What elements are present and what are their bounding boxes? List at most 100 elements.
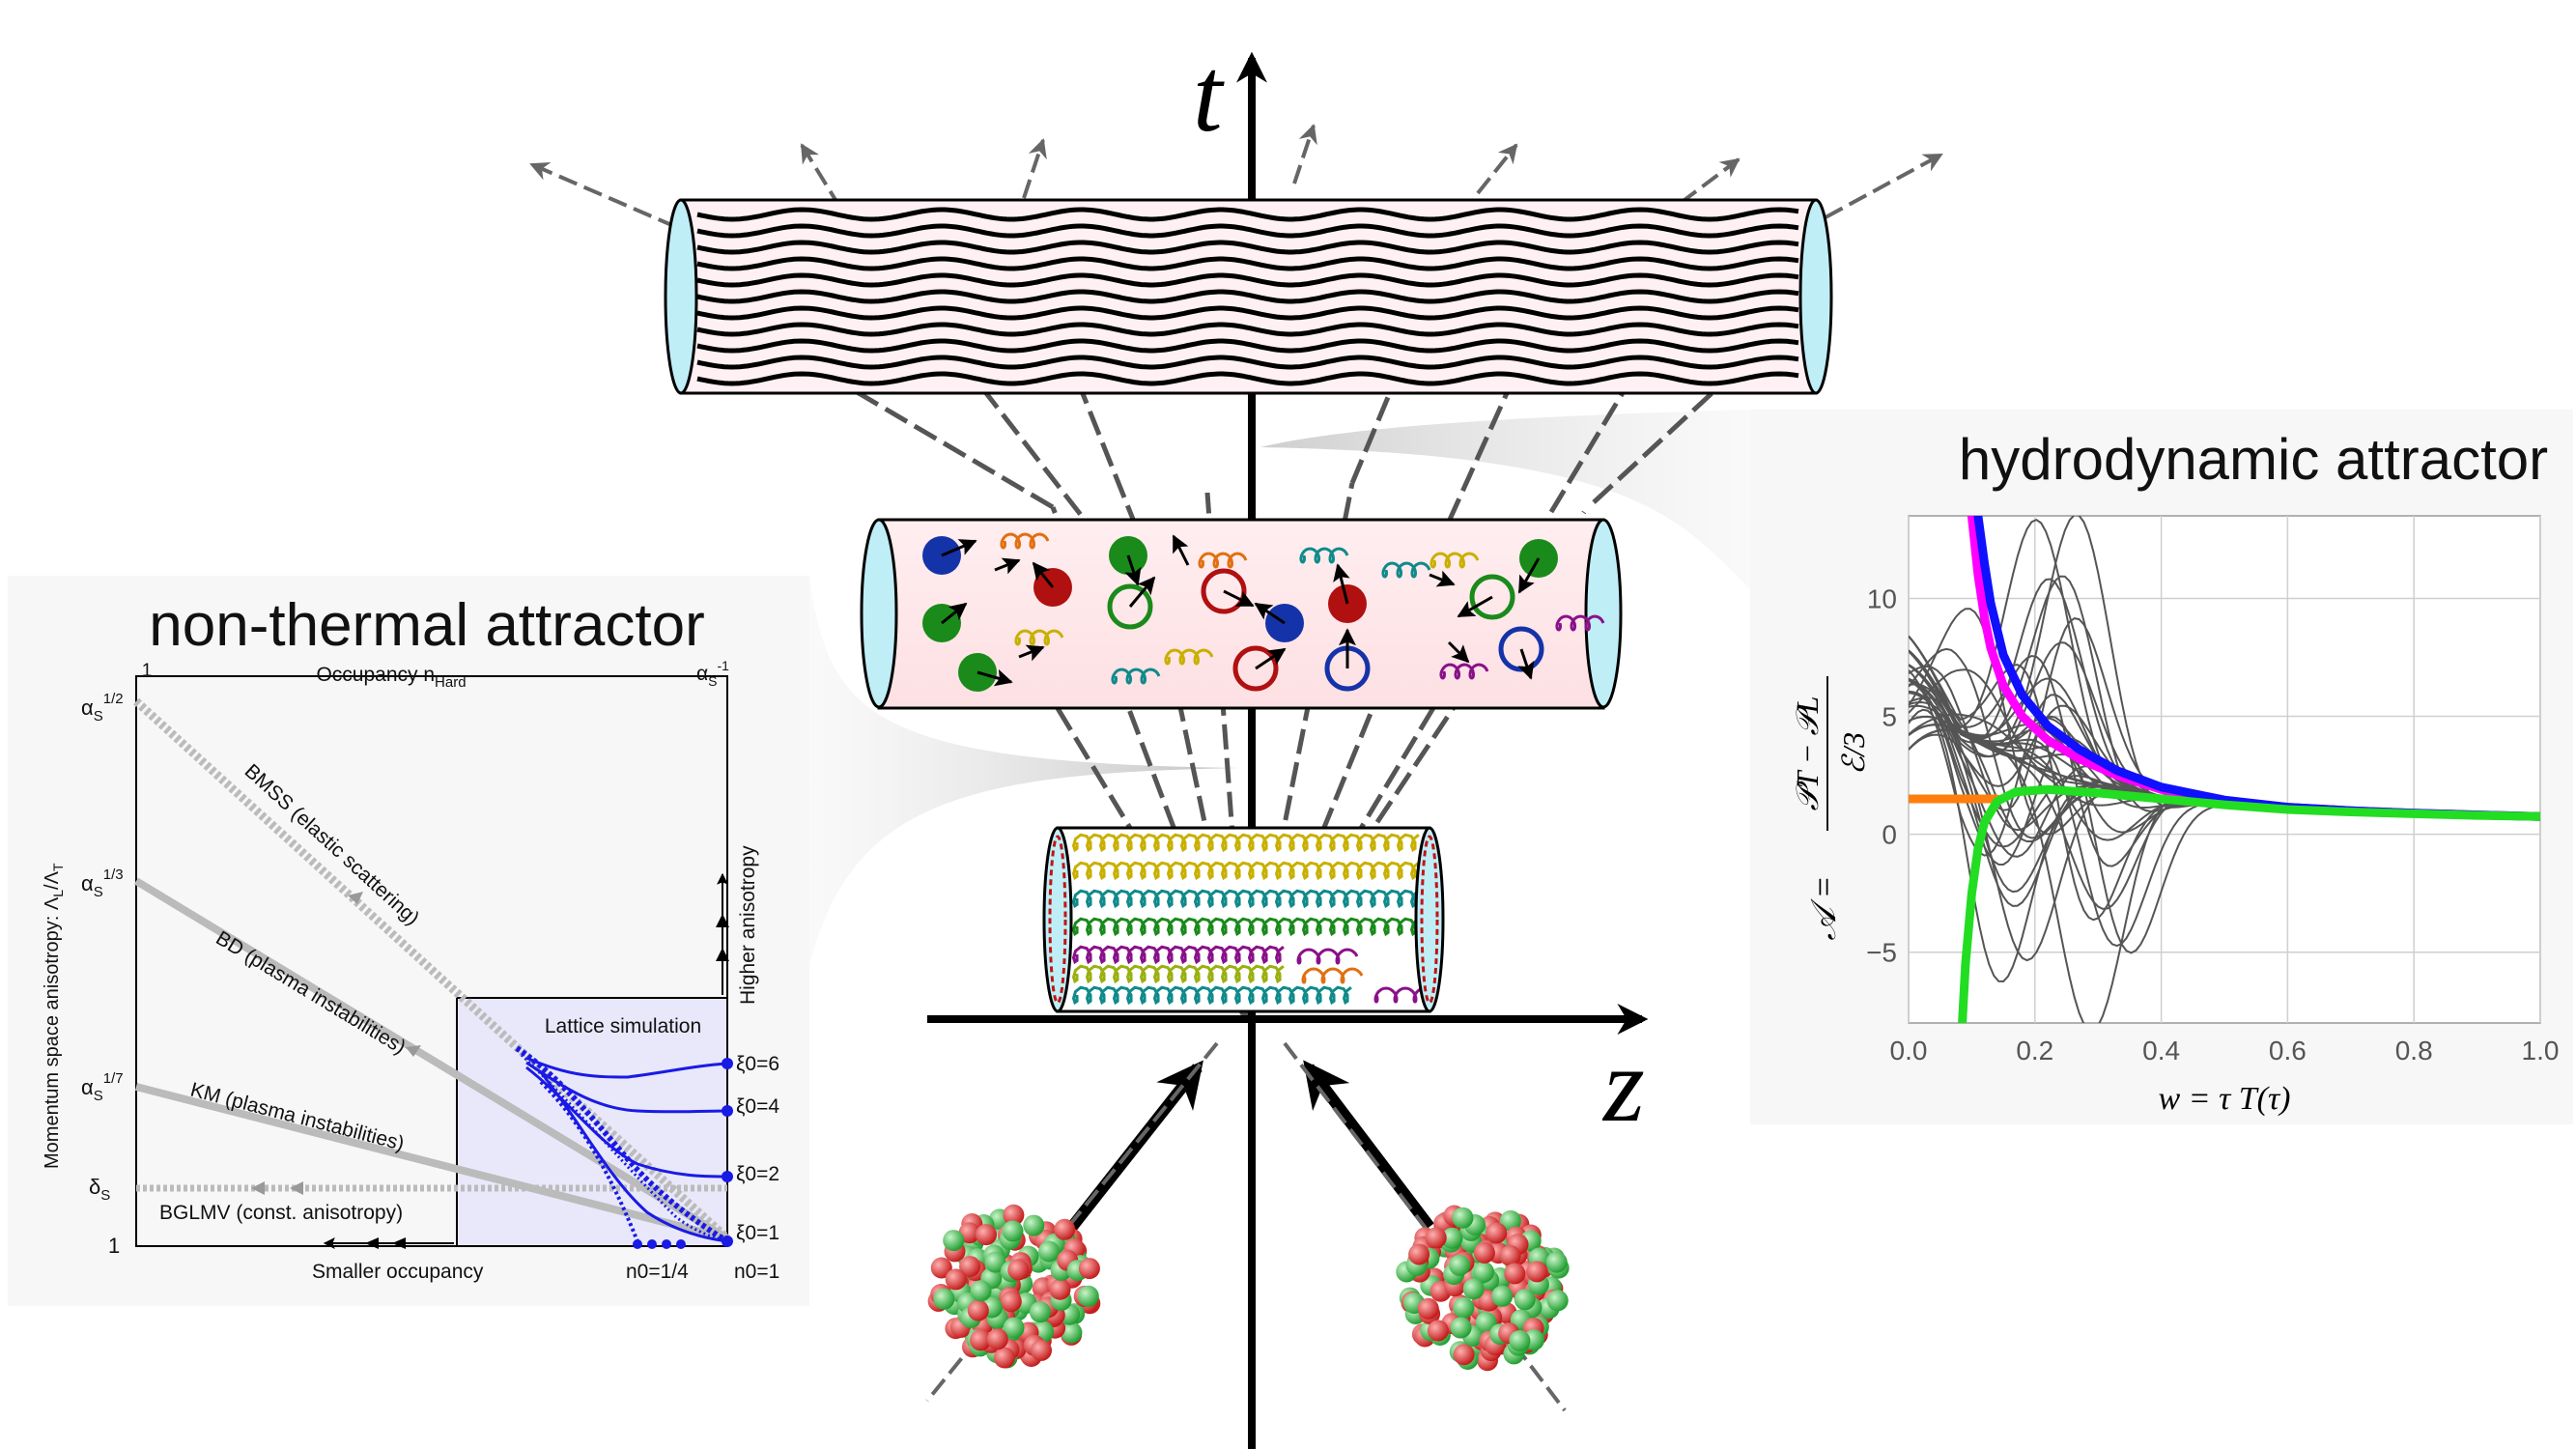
fluid-wave: [696, 305, 1799, 321]
hydro-series: [1909, 516, 2540, 1023]
nucleon: [976, 1224, 997, 1246]
antiquark-particle: [1107, 583, 1153, 630]
nucleon: [1441, 1227, 1463, 1249]
fluid-wave: [696, 207, 1799, 222]
gluon-coil: [1430, 552, 1480, 569]
bmss-line: [132, 697, 731, 1242]
nucleon: [984, 1251, 1006, 1273]
hydro-y-numerator: 𝒫T − 𝒫L: [1790, 696, 1825, 811]
nucleon: [959, 1256, 981, 1278]
hydro-grid: [1908, 516, 2541, 1023]
nucleon: [1023, 1214, 1045, 1236]
gluon-coil: [1111, 668, 1161, 685]
km-line: [135, 1083, 728, 1242]
y-tick-alpha-third: αS1/3: [81, 867, 124, 900]
y-tick-label: 0: [1882, 820, 1897, 850]
x-tick-label: 0.8: [2395, 1036, 2433, 1065]
hydro-y-denominator: ℰ/3: [1836, 732, 1871, 775]
outgoing-arrows: [529, 124, 1943, 229]
glasma-tube: [1042, 826, 1445, 1013]
xi-6-label: ξ0=6: [736, 1053, 779, 1075]
nucleon: [943, 1230, 965, 1252]
momentum-arrow: [994, 557, 1021, 575]
fluid-wave: [696, 355, 1799, 370]
smaller-occupancy-label: Smaller occupancy: [312, 1261, 484, 1283]
hydro-ticks: 0.0 0.2 0.4 0.6 0.8 1.0 −5 0 5 10: [1866, 583, 2559, 1065]
lattice-label: Lattice simulation: [545, 1015, 701, 1037]
lattice-curves: [515, 1045, 729, 1244]
nucleon: [1417, 1297, 1439, 1320]
top-right-tick: αS-1: [696, 658, 729, 689]
y-tick-alpha-seventh: αS1/7: [81, 1070, 124, 1104]
nucleon: [958, 1222, 980, 1244]
incoming-arrow-right: [1303, 1060, 1434, 1231]
hydro-plot-frame: [1908, 515, 2541, 1024]
momentum-arrow: [1517, 557, 1541, 594]
fluid-wave: [696, 240, 1799, 255]
nucleon: [1504, 1263, 1526, 1285]
antiquark-particle: [1232, 645, 1279, 692]
hydro-y-label: 𝒜 = 𝒫T − 𝒫L ℰ/3: [1790, 676, 1871, 941]
y-tick-label: −5: [1866, 938, 1897, 968]
nucleon: [1545, 1251, 1568, 1273]
gluon-coil: [1071, 917, 1420, 937]
plasma-particles: [922, 532, 1605, 692]
momentum-arrow: [1333, 563, 1350, 605]
x-tick-label: 0.6: [2269, 1036, 2307, 1065]
n0-quarter-label: n0=1/4: [626, 1261, 689, 1283]
nucleon: [1491, 1285, 1514, 1307]
fluid-wave: [696, 272, 1799, 288]
y-tick-label: 10: [1867, 583, 1897, 613]
y-tick-label: 5: [1882, 702, 1897, 732]
gluon-coil: [1071, 985, 1352, 1006]
nucleon: [1462, 1278, 1485, 1300]
gluon-coil: [1071, 861, 1420, 881]
nucleon: [967, 1299, 989, 1321]
nucleon: [933, 1288, 955, 1310]
nucleon: [1000, 1291, 1022, 1313]
cone-left: [809, 580, 1239, 966]
xi-2-label: ξ0=2: [736, 1163, 779, 1185]
nucleon: [1499, 1209, 1521, 1232]
gluon-coil: [1299, 547, 1349, 564]
fluid-wave: [696, 371, 1799, 386]
x-tick-label: 0.4: [2142, 1036, 2180, 1065]
momentum-arrow: [1172, 534, 1190, 566]
n0-one-label: n0=1: [734, 1261, 779, 1283]
left-y-ticks: αS1/2 αS1/3 αS1/7 δS 1: [81, 691, 124, 1258]
right-panel-title: hydrodynamic attractor: [1959, 427, 2548, 492]
lattice-endpoints: [633, 1058, 733, 1249]
momentum-arrow: [941, 602, 968, 625]
nucleon: [970, 1329, 992, 1351]
momentum-arrow: [1254, 602, 1286, 625]
nucleon: [1054, 1218, 1076, 1240]
hydro-x-label: w = τ T(τ): [2158, 1081, 2290, 1117]
left-panel-title: non-thermal attractor: [149, 592, 704, 659]
nucleon: [1425, 1227, 1447, 1249]
gluon-coil: [1198, 552, 1248, 569]
top-left-tick: 1: [142, 661, 153, 681]
gluon-coil: [1014, 629, 1064, 646]
fluid-wave: [696, 256, 1799, 271]
nucleon: [1003, 1204, 1025, 1226]
gluon-coil: [1373, 986, 1436, 1004]
nucleon: [930, 1257, 952, 1279]
nucleon: [1546, 1290, 1569, 1312]
gluon-coil: [1439, 663, 1489, 680]
fluid-wave: [696, 322, 1799, 337]
non-thermal-attractor-panel: non-thermal attractor Lattice simulation…: [8, 576, 809, 1306]
fluid-wave: [696, 338, 1799, 354]
nucleon: [1061, 1321, 1083, 1344]
nucleon: [1003, 1317, 1025, 1339]
momentum-arrow: [1447, 640, 1470, 664]
bglmv-label: BGLMV (const. anisotropy): [159, 1202, 403, 1224]
nucleon: [1007, 1259, 1030, 1281]
momentum-arrow: [977, 668, 1013, 687]
gluon-coil: [1301, 967, 1364, 984]
fluid-waves: [696, 207, 1799, 386]
nucleon: [1038, 1240, 1061, 1263]
gluon-coil: [1071, 833, 1420, 853]
momentum-arrow: [1457, 595, 1493, 618]
nucleon: [1029, 1301, 1051, 1323]
